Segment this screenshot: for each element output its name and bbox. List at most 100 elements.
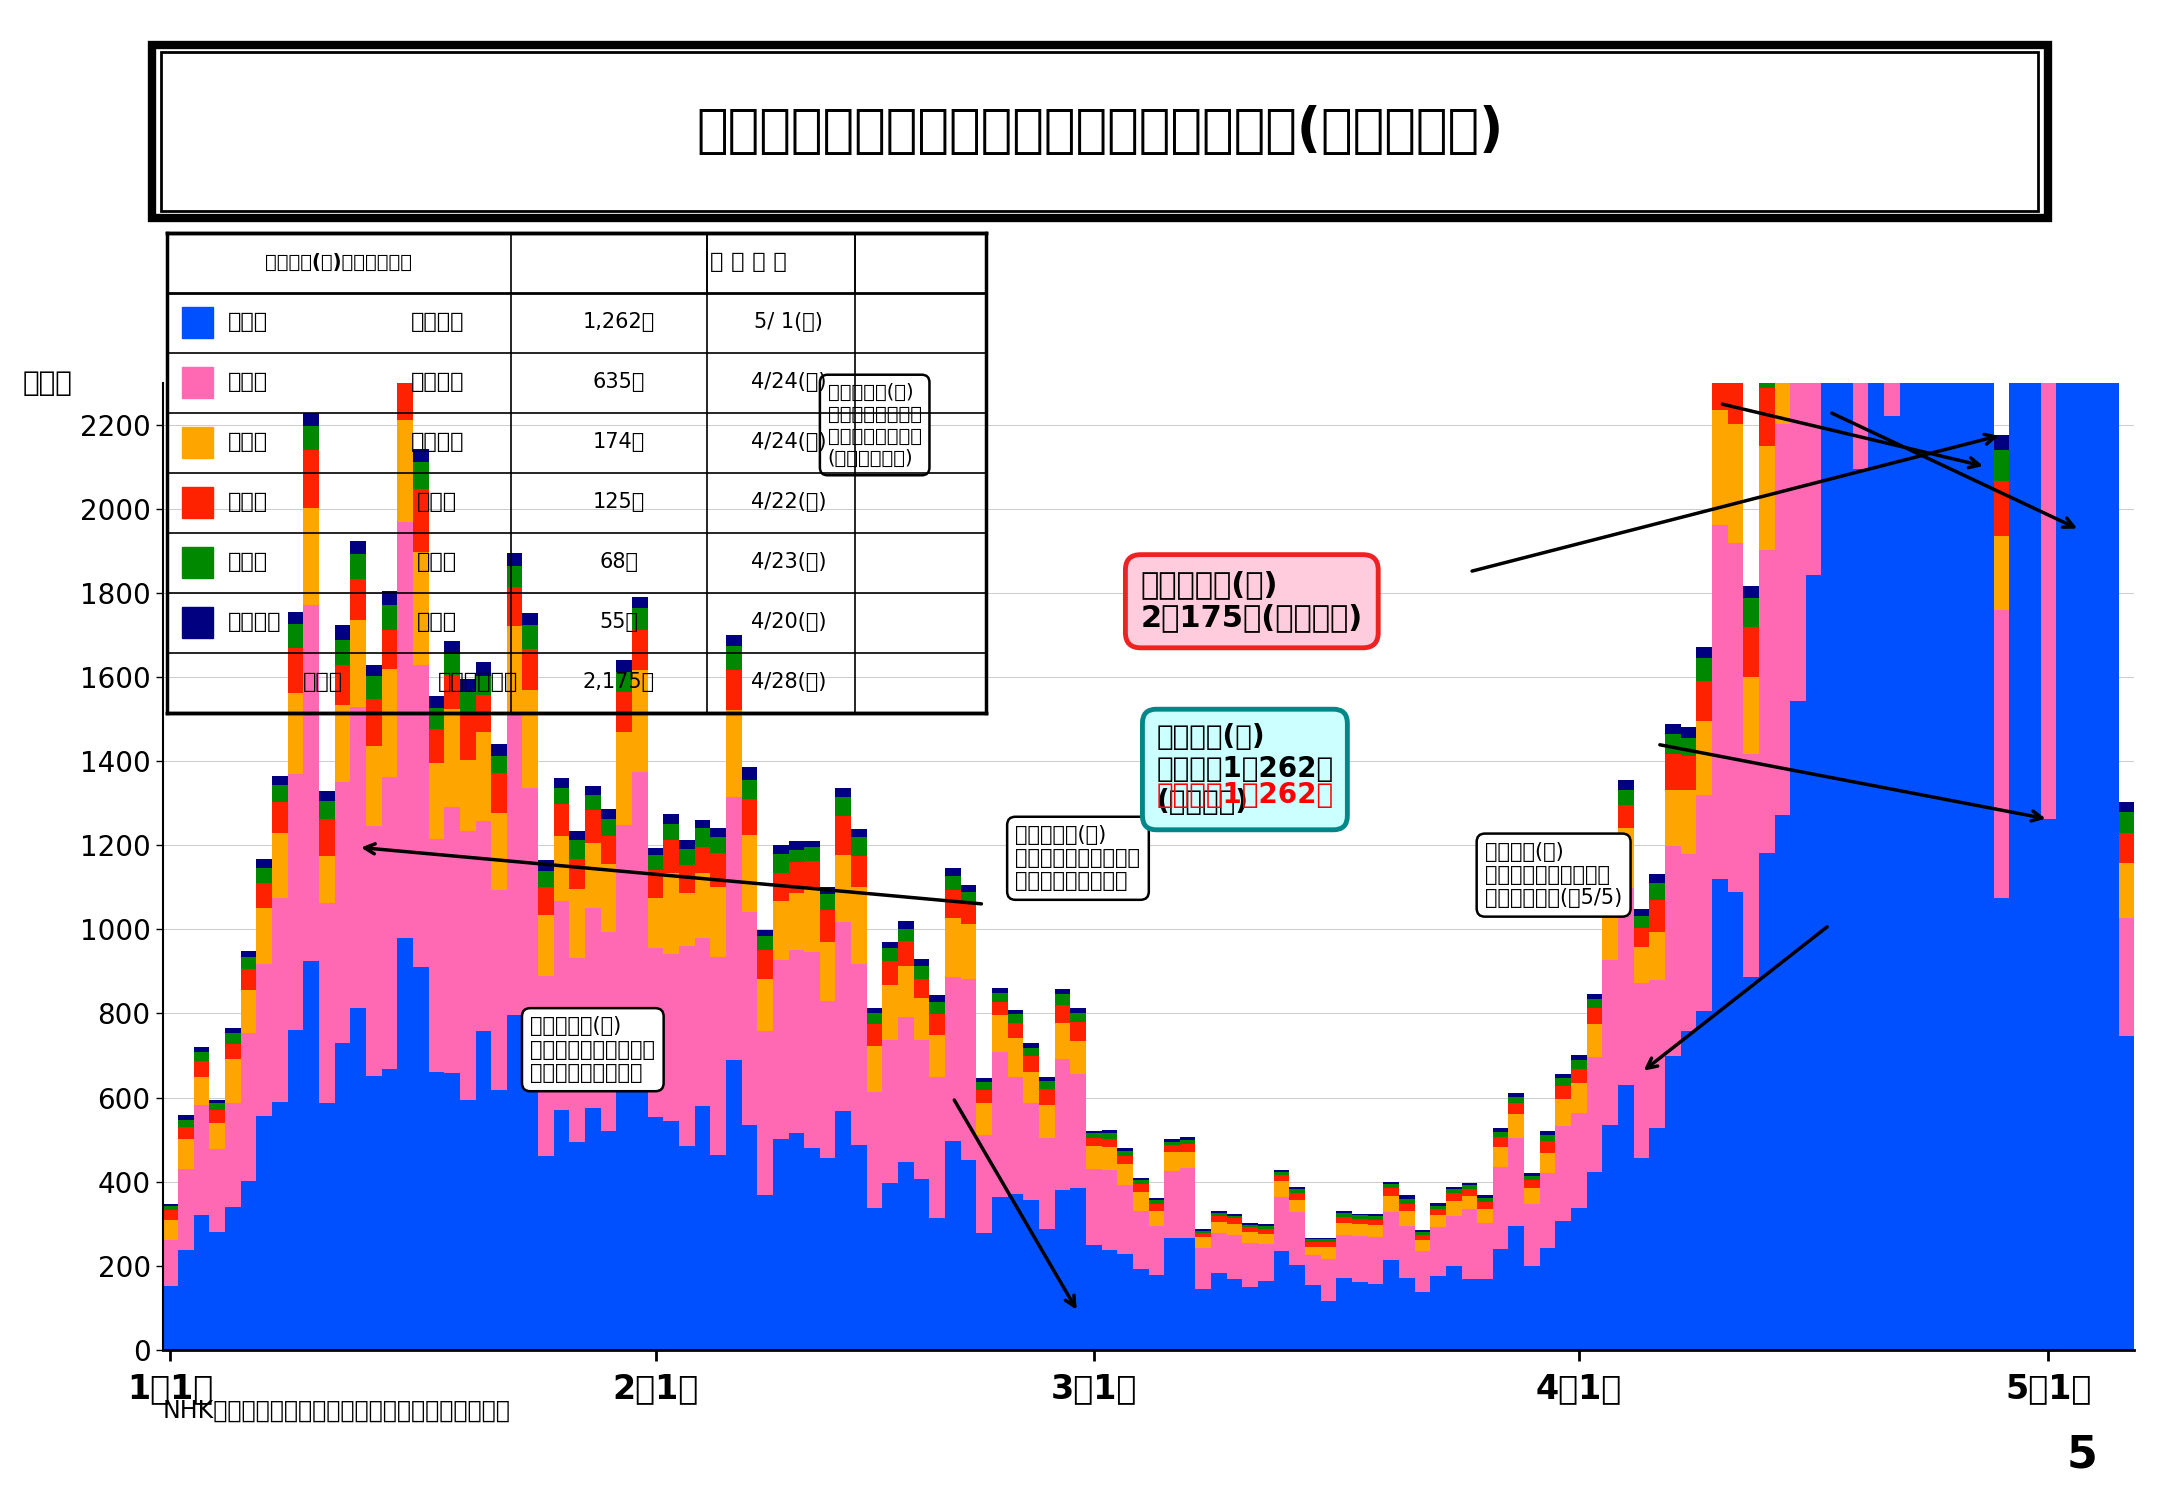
Bar (1242, 1232, 1259, 1244)
Text: ２８１人: ２８１人 (410, 372, 464, 393)
Bar (537, 975, 555, 1155)
Bar (600, 933, 615, 1131)
Bar (1868, 270, 1883, 1350)
Bar (600, 864, 615, 933)
Bar (163, 1204, 178, 1206)
Bar (522, 650, 537, 690)
Bar (1838, 128, 1853, 1350)
Bar (507, 552, 522, 567)
Bar (1478, 1198, 1493, 1203)
Bar (726, 796, 741, 1060)
Bar (804, 847, 819, 861)
Bar (1305, 1239, 1320, 1242)
Bar (1853, 470, 1868, 1350)
Bar (977, 1136, 992, 1233)
Bar (1320, 1302, 1337, 1350)
Bar (585, 795, 600, 810)
Bar (522, 690, 537, 788)
Bar (1086, 1131, 1101, 1134)
Bar (1274, 1174, 1289, 1180)
Bar (897, 940, 914, 966)
Bar (648, 948, 663, 1118)
Bar (1445, 1202, 1461, 1215)
Bar (182, 608, 212, 638)
Bar (1400, 1210, 1415, 1225)
Bar (1805, 0, 1822, 108)
Bar (1133, 1210, 1149, 1269)
Bar (366, 1076, 381, 1350)
Bar (1445, 1192, 1461, 1202)
Text: 125人: 125人 (594, 492, 646, 513)
Bar (1760, 549, 1775, 854)
Bar (615, 672, 633, 692)
Bar (633, 630, 648, 670)
Bar (444, 642, 459, 654)
Bar (1337, 1222, 1352, 1234)
Bar (1712, 354, 1727, 410)
Bar (1994, 482, 2009, 537)
Bar (756, 1194, 774, 1350)
Bar (334, 783, 351, 1042)
Bar (1400, 1196, 1415, 1198)
Bar (351, 540, 366, 554)
Bar (1523, 1176, 1541, 1180)
Text: ５月６日(木)新規陽性者数: ５月６日(木)新規陽性者数 (264, 254, 412, 272)
Text: 4/24(土): 4/24(土) (750, 372, 826, 393)
Bar (429, 1072, 444, 1350)
Bar (1133, 1178, 1149, 1180)
Bar (193, 1060, 210, 1077)
Bar (633, 609, 648, 630)
Bar (1227, 1234, 1242, 1280)
Bar (163, 1221, 178, 1239)
Bar (1118, 1164, 1133, 1185)
Bar (1196, 1230, 1211, 1233)
Bar (1274, 1170, 1289, 1172)
Bar (2041, 819, 2056, 1350)
Bar (1742, 676, 1760, 754)
Bar (930, 1014, 945, 1035)
Bar (992, 987, 1008, 993)
Bar (1415, 1240, 1430, 1251)
Bar (1383, 1260, 1400, 1350)
Bar (429, 696, 444, 708)
Text: 大阪府：1，262人: 大阪府：1，262人 (1157, 780, 1333, 808)
Bar (273, 776, 288, 784)
Bar (711, 957, 726, 1155)
Bar (2119, 812, 2134, 832)
Bar (1055, 1059, 1070, 1190)
Bar (1101, 1130, 1118, 1132)
Text: 4/22(木): 4/22(木) (750, 492, 826, 513)
Bar (288, 612, 303, 624)
Bar (600, 836, 615, 864)
Bar (882, 942, 897, 948)
Bar (381, 591, 397, 604)
Bar (429, 839, 444, 1072)
Bar (1149, 1275, 1164, 1350)
Bar (1994, 898, 2009, 1350)
Bar (1164, 1152, 1179, 1172)
Bar (475, 821, 492, 1031)
Bar (804, 888, 819, 952)
Bar (1274, 1180, 1289, 1197)
Bar (1994, 435, 2009, 450)
Bar (648, 847, 663, 855)
Bar (1023, 1048, 1038, 1056)
Bar (930, 1218, 945, 1350)
Bar (1211, 1216, 1227, 1222)
Bar (789, 950, 804, 1132)
Bar (774, 855, 789, 873)
Bar (897, 921, 914, 928)
Bar (1055, 1023, 1070, 1059)
Bar (303, 509, 319, 604)
Bar (273, 833, 288, 898)
Bar (1697, 658, 1712, 681)
Bar (1478, 1196, 1493, 1198)
Bar (945, 976, 960, 1140)
Bar (1118, 1185, 1133, 1254)
Bar (1461, 1209, 1478, 1280)
Bar (366, 676, 381, 699)
Bar (397, 298, 414, 316)
Bar (1478, 1280, 1493, 1350)
Bar (1900, 141, 1916, 1350)
Bar (789, 892, 804, 950)
